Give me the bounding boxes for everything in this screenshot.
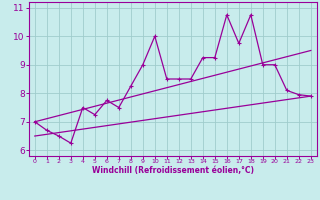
X-axis label: Windchill (Refroidissement éolien,°C): Windchill (Refroidissement éolien,°C)	[92, 166, 254, 175]
